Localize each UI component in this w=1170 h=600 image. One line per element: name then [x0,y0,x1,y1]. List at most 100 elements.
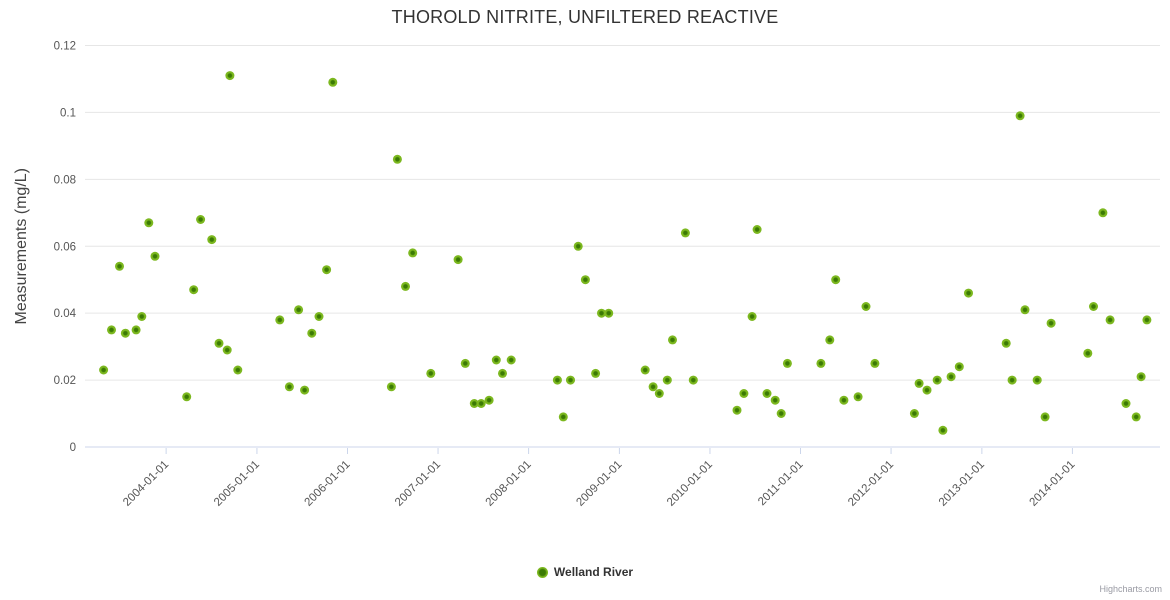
data-point[interactable] [484,395,494,405]
data-point[interactable] [408,248,418,258]
data-point[interactable] [144,218,154,228]
x-axis-tick-label: 2006-01-01 [303,459,353,509]
data-point[interactable] [739,389,749,398]
data-point[interactable] [946,372,956,382]
data-point[interactable] [1121,399,1131,408]
data-point[interactable] [825,335,835,345]
data-point[interactable] [591,368,601,378]
data-point[interactable] [182,392,192,402]
data-point[interactable] [426,368,436,378]
data-point[interactable] [640,365,650,375]
legend[interactable]: Welland River [0,564,1170,580]
data-point[interactable] [566,375,575,385]
data-point[interactable] [770,395,780,405]
data-point[interactable] [861,302,871,311]
data-point[interactable] [120,328,130,338]
data-point[interactable] [1001,338,1011,348]
data-point[interactable] [107,325,116,335]
data-point[interactable] [1131,412,1141,422]
data-point[interactable] [1105,315,1115,325]
data-point[interactable] [225,71,235,81]
data-point[interactable] [233,365,243,375]
data-point[interactable] [552,375,562,385]
data-point[interactable] [307,328,317,338]
data-point[interactable] [870,358,880,368]
data-point[interactable] [476,399,486,408]
data-point[interactable] [222,345,232,355]
x-axis-tick-label: 2009-01-01 [574,459,624,509]
data-point[interactable] [964,288,973,298]
data-point[interactable] [275,315,285,325]
data-point[interactable] [831,275,841,285]
data-point[interactable] [752,225,762,234]
data-point[interactable] [1020,305,1030,315]
y-axis-tick-label: 0.1 [60,107,76,119]
data-point[interactable] [732,405,742,415]
data-point[interactable] [938,425,948,435]
data-point[interactable] [322,265,332,275]
data-point[interactable] [150,251,160,261]
data-point[interactable] [328,77,338,87]
data-point[interactable] [498,368,507,378]
data-point[interactable] [1007,375,1017,385]
data-point[interactable] [839,395,849,405]
legend-label[interactable]: Welland River [553,565,634,579]
chart-title: THOROLD NITRITE, UNFILTERED REACTIVE [391,7,779,27]
data-point[interactable] [668,335,677,345]
data-point[interactable] [99,365,109,375]
data-point[interactable] [853,392,863,402]
data-point[interactable] [491,355,501,365]
data-point[interactable] [506,355,516,365]
data-point[interactable] [469,399,479,408]
data-point[interactable] [954,362,964,372]
data-point[interactable] [573,241,583,251]
data-point[interactable] [648,382,658,392]
data-point[interactable] [816,358,826,368]
data-point[interactable] [189,285,199,295]
data-point[interactable] [1098,208,1108,218]
data-point[interactable] [776,409,786,418]
data-point[interactable] [115,261,124,271]
data-point[interactable] [460,358,470,368]
data-point[interactable] [207,235,217,245]
data-point[interactable] [747,312,757,321]
data-point[interactable] [1089,302,1098,311]
data-point[interactable] [1015,111,1025,121]
data-point[interactable] [314,312,324,321]
data-point[interactable] [558,412,568,422]
data-point[interactable] [214,338,224,348]
data-point[interactable] [1032,375,1042,385]
data-point[interactable] [1046,318,1056,328]
data-point[interactable] [782,358,792,368]
highcharts-credits-link[interactable]: Highcharts.com [1099,584,1162,594]
data-point[interactable] [932,375,942,385]
data-point[interactable] [909,409,919,418]
data-point[interactable] [580,275,590,285]
y-axis-tick-label: 0.12 [54,41,76,53]
data-point[interactable] [1136,372,1146,382]
data-point[interactable] [1040,412,1050,422]
data-point[interactable] [453,255,463,265]
data-point[interactable] [137,312,147,321]
data-point[interactable] [662,375,672,385]
data-point[interactable] [131,325,141,335]
legend-marker-icon[interactable] [536,566,548,578]
y-axis-tick-label: 0.08 [54,174,76,186]
data-point[interactable] [196,215,206,224]
data-point[interactable] [401,281,410,291]
data-point[interactable] [914,378,924,388]
data-point[interactable] [762,389,772,398]
data-point[interactable] [294,305,304,315]
data-point[interactable] [300,385,310,395]
data-point[interactable] [284,382,294,392]
data-point[interactable] [597,308,606,318]
data-point[interactable] [688,375,698,385]
data-point[interactable] [654,389,664,398]
data-point[interactable] [386,382,396,392]
data-point[interactable] [1083,348,1093,358]
data-point[interactable] [604,308,614,318]
data-point[interactable] [1142,315,1152,325]
data-point[interactable] [392,154,402,164]
data-point[interactable] [680,228,690,238]
data-point[interactable] [922,385,932,395]
